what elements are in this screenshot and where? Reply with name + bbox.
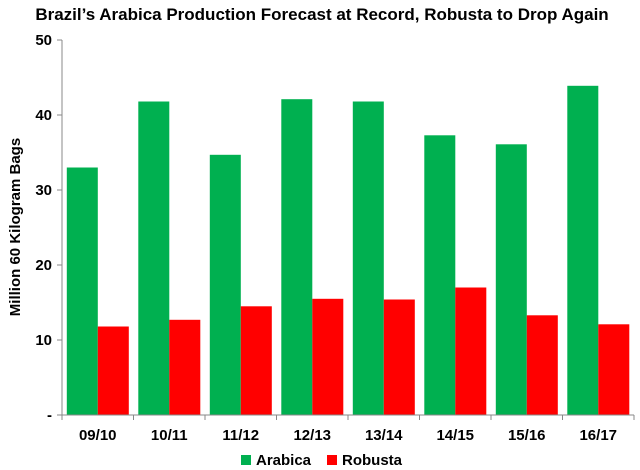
y-tick-label-2: 20 — [35, 257, 52, 274]
y-tick-label-1: 10 — [35, 332, 52, 349]
x-tick-label-3: 12/13 — [293, 427, 331, 444]
bar-robusta-3 — [312, 298, 344, 416]
bar-robusta-2 — [240, 306, 272, 416]
legend-swatch-robusta — [327, 455, 337, 465]
y-tick-label-4: 40 — [35, 107, 52, 124]
bar-arabica-6 — [495, 144, 527, 416]
bars-group — [66, 85, 630, 416]
legend-label-robusta: Robusta — [342, 452, 403, 469]
bar-arabica-5 — [424, 135, 456, 416]
axes-group: - 10 20 30 40 50 09/10 10/11 11/12 12/13 13/14 14/1… — [35, 32, 635, 444]
bar-arabica-2 — [209, 154, 241, 416]
y-axis-label: Million 60 Kilogram Bags — [7, 138, 24, 316]
x-tick-label-5: 14/15 — [436, 427, 474, 444]
bar-robusta-7 — [598, 324, 630, 416]
x-tick-label-7: 16/17 — [579, 427, 617, 444]
bar-arabica-7 — [567, 85, 599, 416]
chart-title: Brazil’s Arabica Production Forecast at … — [35, 5, 608, 24]
x-tick-label-6: 15/16 — [508, 427, 546, 444]
x-tick-label-1: 10/11 — [151, 427, 188, 444]
bar-robusta-6 — [526, 315, 558, 416]
x-tick-label-2: 11/12 — [222, 427, 259, 444]
legend-swatch-arabica — [241, 455, 251, 465]
legend: Arabica Robusta — [241, 452, 403, 469]
x-tick-label-4: 13/14 — [365, 427, 403, 444]
bar-arabica-4 — [352, 101, 384, 415]
legend-label-arabica: Arabica — [256, 452, 312, 469]
bar-arabica-0 — [66, 167, 98, 415]
bar-robusta-0 — [97, 326, 129, 415]
y-tick-label-0: - — [47, 407, 52, 424]
x-tick-label-0: 09/10 — [79, 427, 117, 444]
bar-arabica-1 — [138, 101, 170, 415]
bar-arabica-3 — [281, 99, 313, 415]
bar-robusta-5 — [455, 287, 487, 415]
y-tick-label-5: 50 — [35, 32, 52, 49]
y-tick-label-3: 30 — [35, 182, 52, 199]
bar-robusta-4 — [383, 299, 415, 415]
bar-robusta-1 — [169, 319, 201, 416]
